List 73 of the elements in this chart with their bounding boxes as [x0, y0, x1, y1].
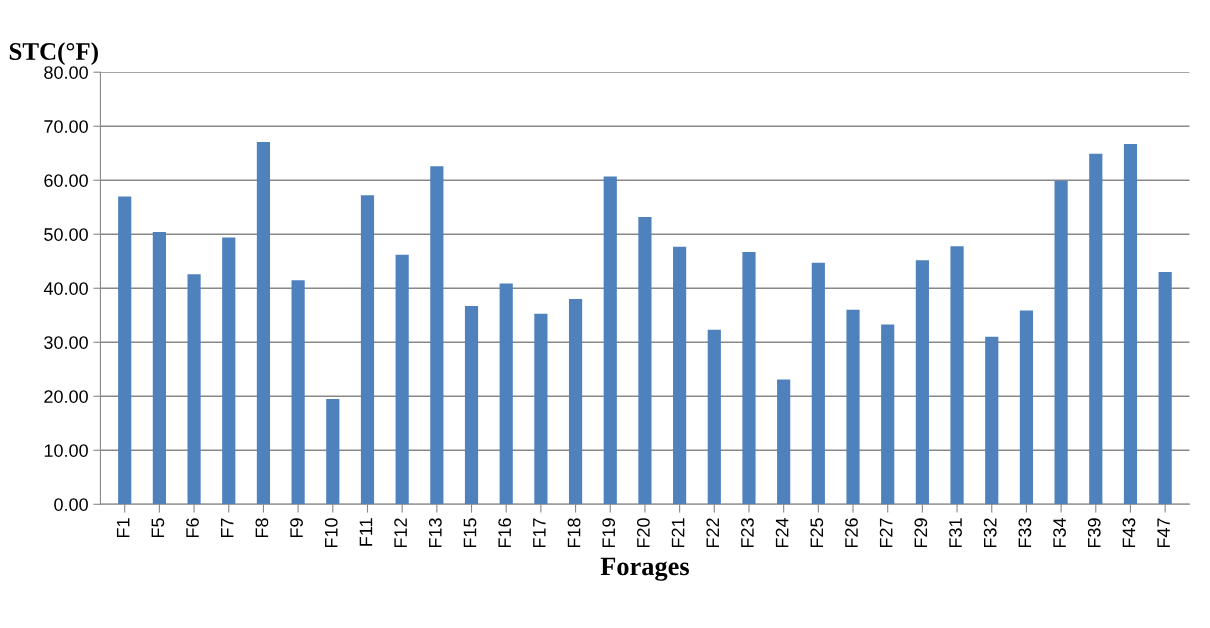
x-tick-label: F31 [949, 518, 962, 548]
y-tick-label: 50.00 [44, 228, 88, 241]
x-tick-label: F39 [1087, 518, 1101, 548]
bar [568, 299, 583, 505]
bar [742, 252, 756, 505]
bar [1089, 153, 1103, 505]
x-tick-label: F15 [463, 518, 477, 548]
y-axis-title: STC(°F) [9, 42, 98, 65]
x-tick-label: F25 [810, 518, 824, 548]
bar [950, 246, 964, 505]
bar [152, 232, 166, 505]
bar [1158, 272, 1172, 505]
x-tick-label: F17 [533, 518, 546, 548]
bar [707, 329, 721, 505]
x-tick-label: F9 [290, 518, 303, 538]
x-tick-label: F32 [983, 518, 997, 548]
bar [187, 274, 201, 505]
x-tick-label: F19 [602, 518, 616, 548]
x-tick-label: F34 [1053, 518, 1066, 548]
bar [881, 324, 895, 505]
y-tick-label: 30.00 [44, 336, 88, 349]
x-tick-label: F24 [775, 518, 789, 548]
bar [534, 313, 548, 505]
x-tick-label: F7 [221, 518, 234, 538]
x-tick-label: F10 [324, 518, 338, 548]
bar [1054, 180, 1068, 505]
bar [118, 196, 132, 505]
bar [326, 398, 340, 505]
bar [673, 246, 687, 505]
x-tick-label: F16 [498, 518, 512, 548]
bar [430, 166, 444, 505]
bar [360, 195, 375, 505]
x-tick-label: F33 [1018, 518, 1032, 548]
bar [638, 216, 652, 505]
x-tick-label: F18 [567, 518, 581, 548]
bar [1123, 144, 1138, 505]
y-tick-label: 80.00 [44, 66, 88, 79]
x-tick-label: F20 [636, 518, 650, 548]
x-tick-label: F21 [671, 518, 685, 548]
y-tick-label: 0.00 [54, 498, 88, 511]
bar [222, 237, 236, 505]
y-tick-label: 70.00 [44, 120, 88, 133]
x-tick-label: F43 [1122, 518, 1136, 548]
y-tick-label: 60.00 [44, 174, 88, 187]
x-tick-label: F1 [116, 518, 130, 538]
x-axis-title: Forages [600, 557, 689, 581]
x-tick-label: F27 [879, 518, 893, 548]
x-tick-label: F8 [255, 518, 269, 538]
bar [811, 262, 825, 505]
x-tick-label: F6 [186, 518, 199, 538]
x-tick-label: F11 [359, 518, 373, 546]
bar [846, 309, 860, 505]
bar [464, 306, 479, 505]
x-tick-label: F22 [706, 518, 719, 548]
x-tick-label: F5 [151, 518, 165, 538]
y-tick-label: 40.00 [43, 282, 88, 295]
bar [291, 280, 305, 505]
bar [499, 283, 513, 505]
bar [1019, 310, 1034, 505]
bar [985, 336, 999, 505]
bar [395, 254, 409, 505]
x-tick-label: F29 [914, 518, 928, 548]
y-tick-label: 10.00 [44, 444, 88, 457]
x-tick-label: F47 [1157, 518, 1170, 548]
x-tick-label: F12 [394, 518, 407, 548]
bar [603, 176, 617, 505]
bar [915, 260, 929, 505]
x-tick-label: F13 [428, 518, 442, 548]
bar [777, 379, 791, 505]
x-tick-label: F26 [845, 518, 858, 548]
x-tick-label: F23 [741, 518, 754, 548]
bar [256, 141, 271, 505]
y-tick-label: 20.00 [44, 390, 88, 403]
